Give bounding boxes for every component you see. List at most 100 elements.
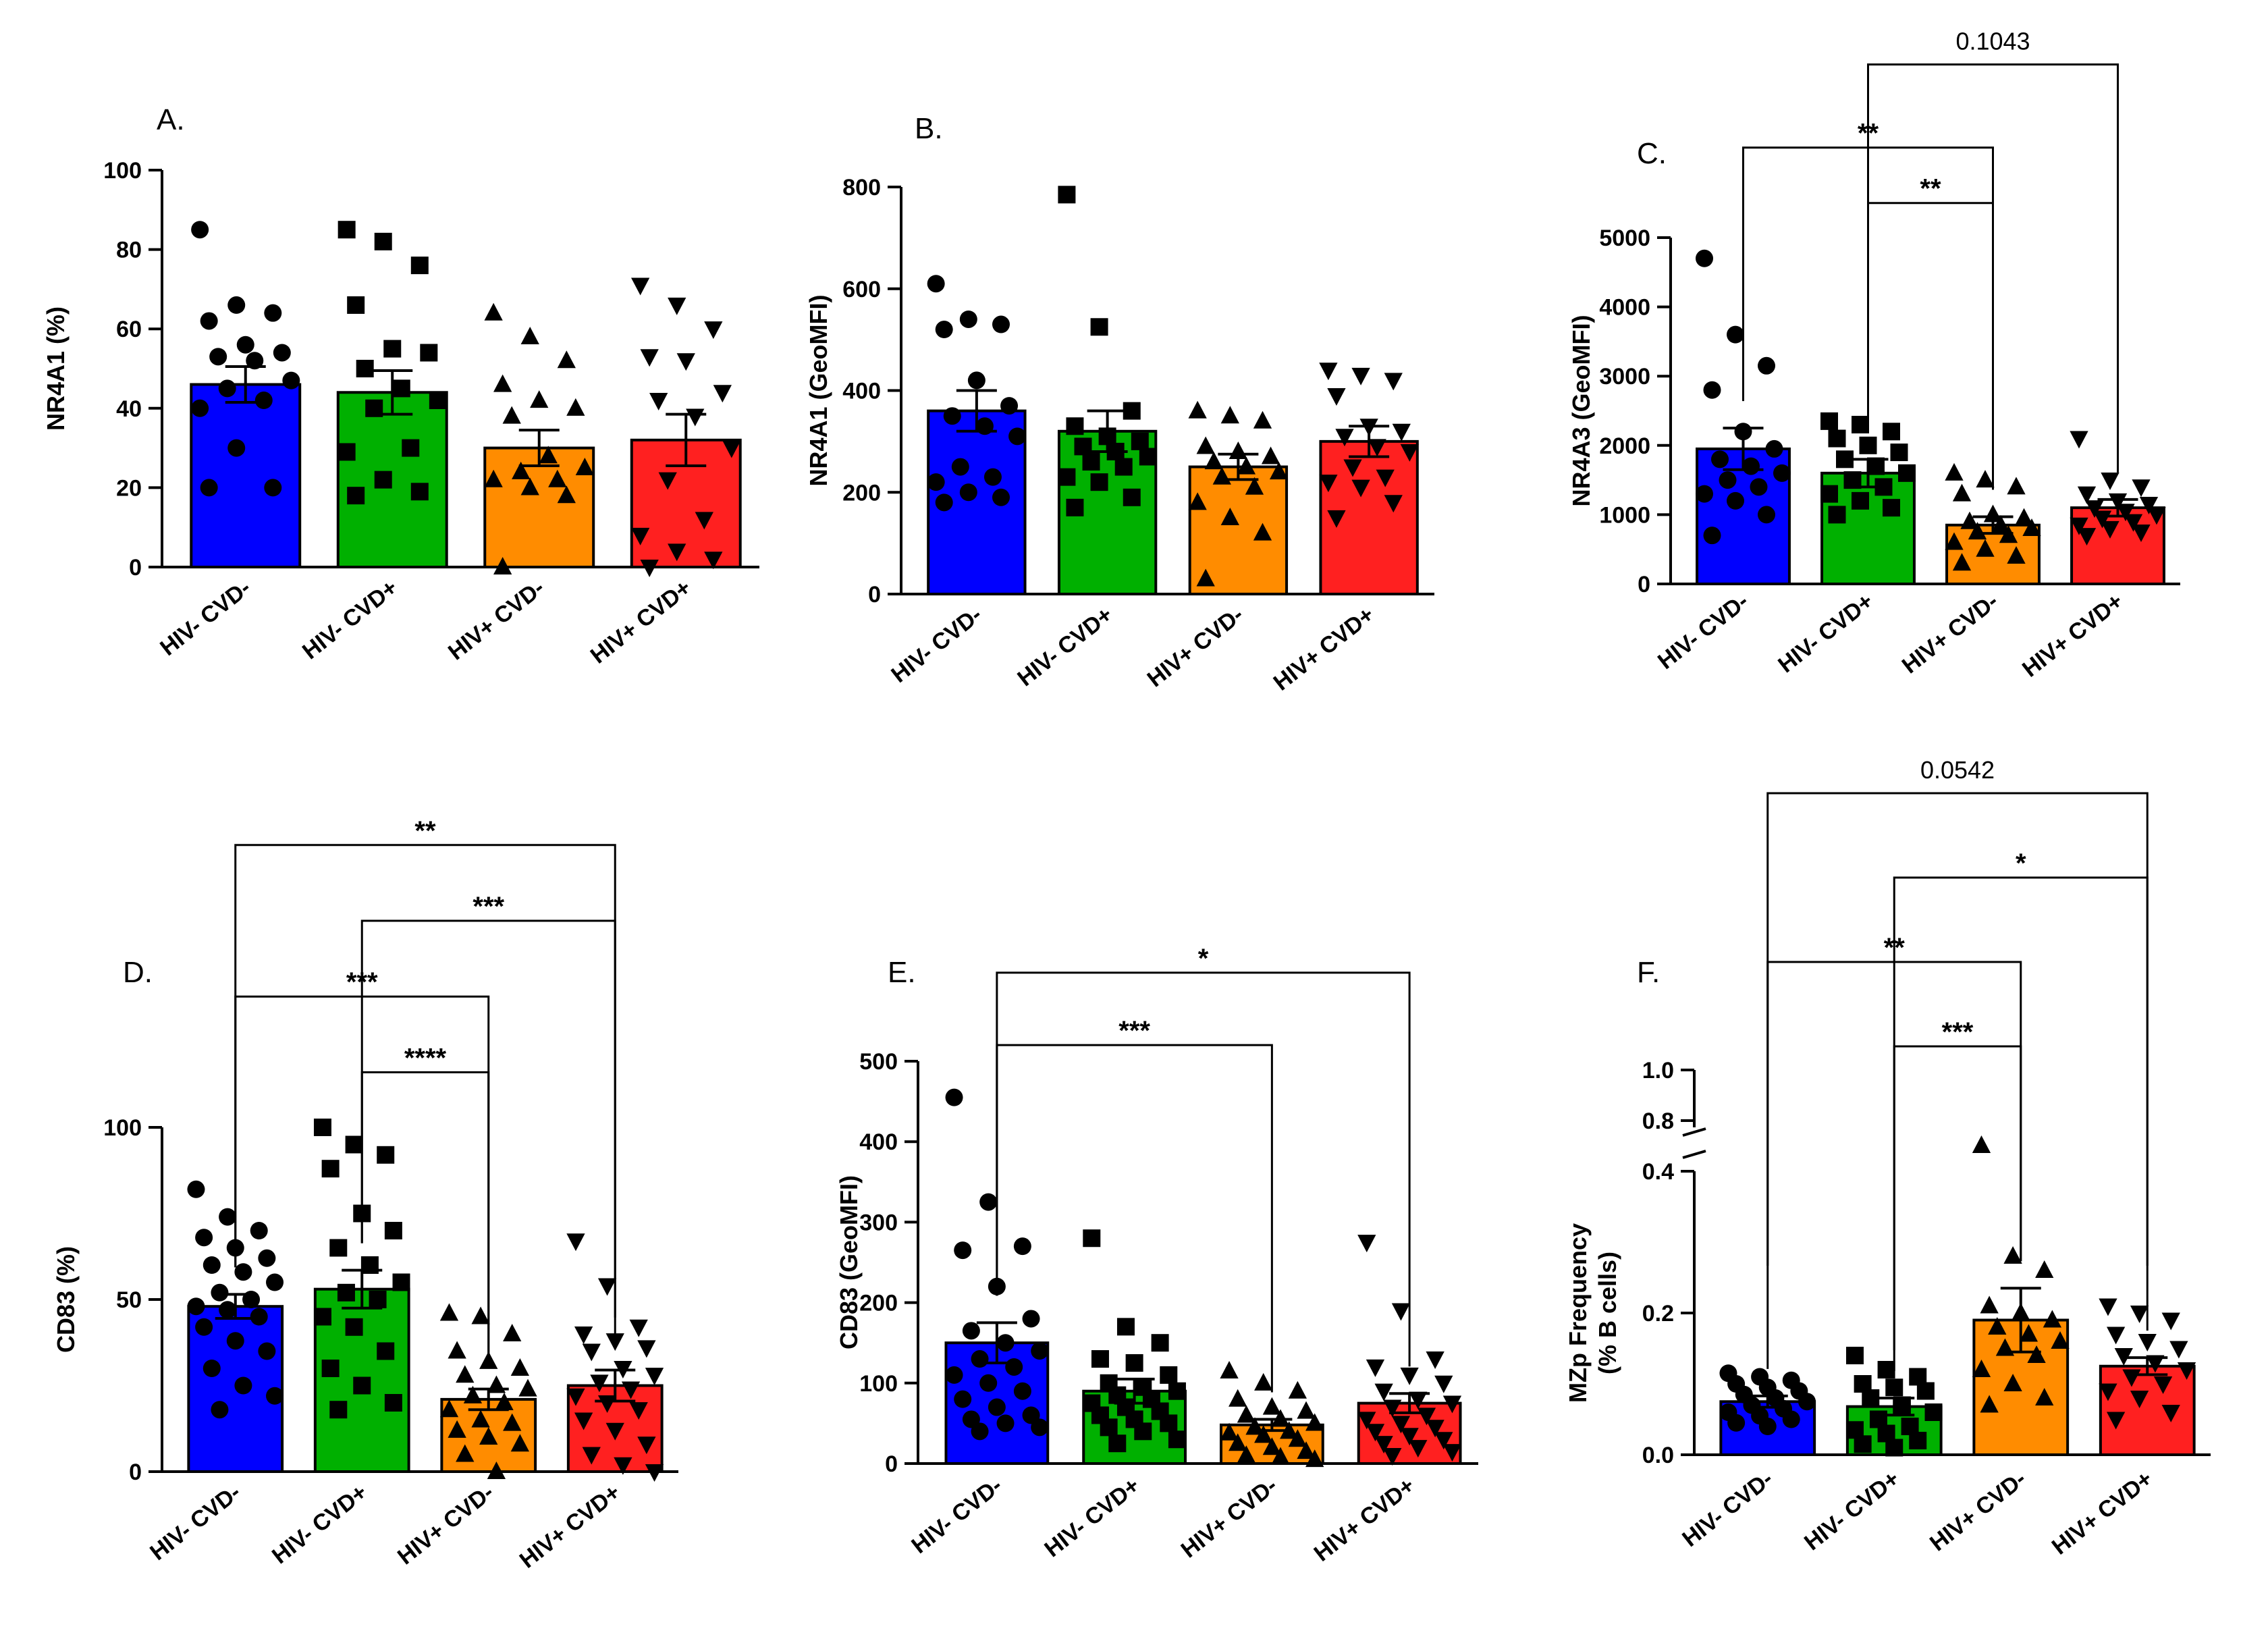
y-tick-label: 80 [116,238,142,263]
data-point-hivneg-cvdpos [1168,1382,1186,1400]
data-point-hivneg-cvdpos [1134,1422,1152,1441]
data-point-hivneg-cvdpos [1852,491,1870,510]
data-point-hivpos-cvdpos [590,1374,609,1393]
data-point-hivpos-cvdpos [631,277,650,296]
data-point-hivpos-cvdpos [668,543,686,562]
y-tick-label: 600 [842,277,881,302]
data-point-hivneg-cvdpos [1098,427,1116,446]
data-point-hivpos-cvdpos [2099,1383,2117,1401]
data-point-hivneg-cvdpos [1909,1432,1927,1449]
data-point-hivneg-cvdneg [954,1390,972,1408]
panel-c: C. HIV- CVD- HIV- CVD+ HIV+ CVD- HIV+ CVD+ 0 1… [1567,28,2180,682]
data-point-hivpos-cvdpos [1327,510,1346,528]
data-point-hivneg-cvdneg [242,1291,261,1308]
data-point-hivneg-cvdpos [337,1283,355,1302]
data-point-hivneg-cvdpos [1123,488,1141,506]
data-point-hivpos-cvdneg [487,1375,506,1393]
panel-b: B. HIV- CVD- HIV- CVD+ HIV+ CVD- HIV+ CVD+ 0 2… [805,112,1434,696]
data-point-hivneg-cvdneg [927,473,945,491]
axes [917,1061,1478,1465]
data-point-hivneg-cvdpos [377,1146,395,1164]
data-point-hivpos-cvdpos [621,1381,641,1399]
panel-letter: B. [915,112,943,145]
data-point-hivneg-cvdneg [971,1422,989,1441]
data-point-hivpos-cvdpos [1359,419,1378,437]
data-point-hivpos-cvdpos [2161,1404,2180,1422]
data-point-hivneg-cvdpos [1924,1403,1943,1421]
y-tick-label: 40 [116,396,142,422]
data-point-hivpos-cvdneg [2043,1310,2062,1328]
data-point-hivpos-cvdpos [2122,1369,2141,1387]
data-point-hivpos-cvdpos [1343,459,1362,477]
data-point-hivneg-cvdneg [954,1241,972,1260]
data-point-hivpos-cvdneg [1288,1429,1307,1447]
data-point-hivneg-cvdpos [313,1308,331,1326]
data-point-hivneg-cvdneg [219,1208,237,1226]
data-point-hivpos-cvdneg [518,1378,537,1397]
data-point-hivneg-cvdpos [1820,485,1839,503]
y-tick-label: 100 [103,1115,142,1141]
data-point-hivneg-cvdpos [1828,506,1846,524]
data-point-hivneg-cvdpos [347,487,365,505]
data-point-hivpos-cvdpos [2177,1362,2196,1380]
data-point-hivneg-cvdpos [402,439,420,457]
data-point-hivneg-cvdpos [1897,464,1916,482]
data-point-hivpos-cvdneg [2022,518,2041,536]
data-point-hivneg-cvdpos [321,1360,340,1377]
data-point-hivpos-cvdneg [1220,1422,1239,1441]
data-point-hivpos-cvdneg [1262,1397,1282,1415]
data-point-hivneg-cvdpos [1066,417,1084,435]
data-point-hivpos-cvdpos [614,1360,632,1378]
data-point-hivneg-cvdpos [1859,436,1877,454]
significance-label: 0.0542 [1920,756,1995,784]
data-point-hivpos-cvdneg [448,1341,466,1359]
data-point-hivpos-cvdneg [1995,1338,2015,1356]
data-point-hivneg-cvdpos [1058,186,1076,204]
data-point-hivpos-cvdpos [1400,444,1419,462]
data-point-hivpos-cvdpos [1374,1383,1393,1401]
data-point-hivpos-cvdneg [2007,477,2026,495]
data-point-hivpos-cvdneg [1212,466,1231,485]
data-point-hivpos-cvdpos [1376,469,1395,487]
data-point-hivpos-cvdpos [640,349,659,367]
data-point-hivneg-cvdpos [1114,458,1133,476]
data-point-hivpos-cvdpos [2108,493,2128,511]
data-point-hivneg-cvdneg [959,483,977,502]
data-point-hivpos-cvdneg [1188,492,1207,510]
data-point-hivneg-cvdneg [975,417,994,435]
data-point-hivpos-cvdpos [574,1326,593,1344]
data-point-hivneg-cvdneg [935,493,953,512]
data-point-hivpos-cvdpos [1434,1432,1453,1450]
data-point-hivpos-cvdneg [1196,436,1215,454]
data-point-hivneg-cvdpos [1058,468,1076,486]
data-point-hivpos-cvdpos [1384,495,1403,513]
data-point-hivneg-cvdneg [273,344,291,362]
data-point-hivpos-cvdneg [1237,1405,1256,1423]
data-point-hivneg-cvdneg [1727,491,1745,510]
data-point-hivpos-cvdpos [1442,1395,1462,1414]
data-point-hivneg-cvdneg [983,468,1002,486]
data-point-hivpos-cvdneg [1261,446,1280,464]
data-point-hivneg-cvdneg [1696,249,1714,267]
data-point-hivneg-cvdneg [202,1360,221,1377]
data-point-hivpos-cvdneg [1220,406,1239,424]
data-point-hivpos-cvdpos [1409,1440,1428,1458]
data-point-hivneg-cvdpos [313,1119,331,1136]
data-point-hivpos-cvdpos [1374,1436,1393,1454]
panel-letter: D. [123,956,153,989]
category-label: HIV- CVD- [907,1472,1006,1559]
data-point-hivpos-cvdneg [1945,462,1964,481]
category-label: HIV+ CVD+ [1269,601,1379,695]
data-point-hivpos-cvdneg [495,1393,514,1411]
panel-letter: F. [1637,956,1660,989]
data-point-hivpos-cvdneg [1980,1295,1999,1314]
data-point-hivpos-cvdneg [1254,1425,1273,1443]
data-point-hivpos-cvdneg [471,1410,490,1428]
bar-hivneg-cvdneg [190,383,302,569]
data-point-hivpos-cvdpos [2169,1341,2188,1359]
data-point-hivneg-cvdneg [1727,325,1745,344]
data-point-hivneg-cvdpos [410,257,429,275]
data-point-hivpos-cvdpos [1442,1444,1462,1462]
data-point-hivpos-cvdneg [1297,1401,1316,1419]
data-point-hivneg-cvdpos [1866,457,1885,475]
